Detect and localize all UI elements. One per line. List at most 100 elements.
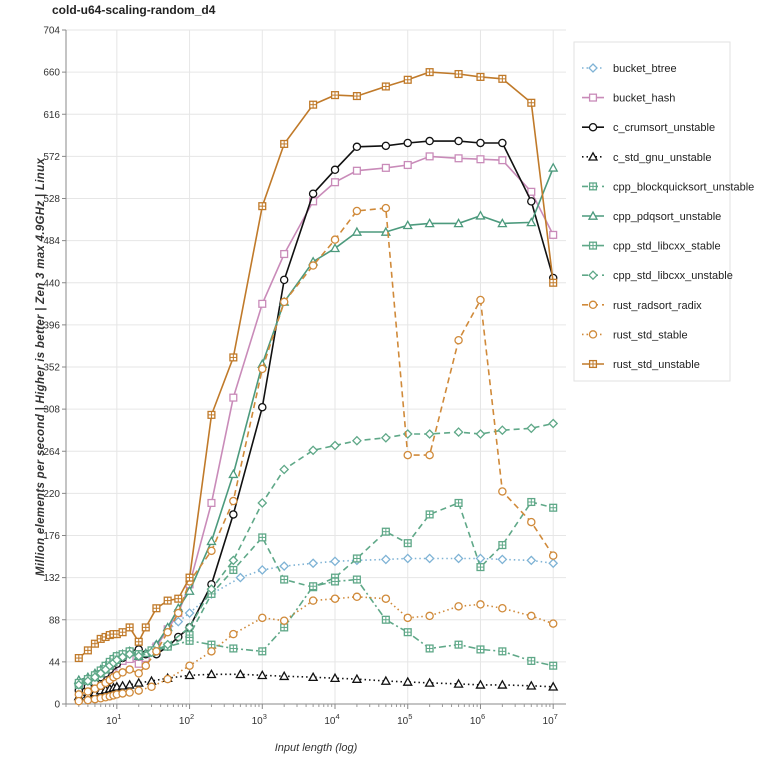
data-point-cpp_blockquicksort_unstable: [352, 554, 361, 563]
data-point-rust_std_unstable: [74, 653, 83, 663]
data-point-cpp_std_libcxx_stable: [425, 644, 434, 653]
legend-item-c_crumsort_unstable[interactable]: c_crumsort_unstable: [582, 122, 715, 134]
data-point-cpp_std_libcxx_unstable: [380, 432, 391, 443]
data-point-cpp_std_libcxx_unstable: [90, 672, 100, 683]
data-point-cpp_blockquicksort_unstable: [403, 539, 412, 548]
y-tick-label: 44: [49, 657, 61, 668]
data-point-rust_std_stable: [330, 594, 340, 603]
data-point-bucket_hash: [527, 187, 536, 196]
data-point-rust_std_unstable: [330, 91, 340, 100]
data-point-rust_std_stable: [147, 682, 156, 692]
data-point-rust_std_stable: [548, 619, 558, 628]
data-point-rust_std_stable: [229, 629, 238, 639]
data-point-cpp_blockquicksort_unstable: [229, 565, 238, 575]
y-tick-label: 176: [43, 531, 60, 542]
data-point-rust_std_stable: [74, 696, 84, 706]
data-point-c_std_gnu_unstable: [453, 678, 464, 688]
data-point-bucket_btree: [380, 554, 391, 565]
series-cpp_std_libcxx_unstable: [73, 418, 559, 690]
data-point-cpp_blockquicksort_unstable: [527, 497, 536, 507]
data-point-cpp_std_libcxx_stable: [280, 623, 289, 632]
x-tick-label: 107: [543, 712, 558, 727]
data-point-bucket_btree: [279, 561, 290, 572]
data-point-rust_radsort_radix: [498, 487, 507, 496]
data-point-bucket_hash: [258, 299, 267, 308]
legend-item-bucket_hash[interactable]: bucket_hash: [582, 93, 675, 105]
x-tick-label: 103: [252, 712, 267, 727]
data-point-rust_radsort_radix: [258, 364, 267, 374]
legend-label: cpp_std_libcxx_unstable: [613, 270, 733, 282]
legend-item-rust_std_unstable[interactable]: rust_std_unstable: [582, 359, 700, 371]
data-point-cpp_std_libcxx_unstable: [453, 427, 464, 438]
data-point-rust_std_stable: [498, 604, 507, 613]
data-point-c_std_gnu_unstable: [497, 679, 508, 689]
legend-label: cpp_std_libcxx_stable: [613, 241, 721, 253]
data-point-rust_radsort_radix: [308, 261, 318, 270]
legend[interactable]: bucket_btree bucket_hash c_crumsort_unstab…: [573, 41, 754, 382]
y-tick-label: 220: [43, 489, 60, 500]
y-tick-label: 0: [54, 700, 60, 711]
data-point-bucket_btree: [424, 553, 435, 564]
data-point-cpp_std_libcxx_stable: [352, 575, 361, 584]
data-point-bucket_hash: [425, 152, 434, 161]
series-c_std_gnu_unstable: [73, 668, 559, 701]
legend-item-bucket_btree[interactable]: bucket_btree: [582, 63, 677, 75]
legend-item-c_std_gnu_unstable[interactable]: c_std_gnu_unstable: [582, 151, 711, 164]
data-point-c_crumsort_unstable: [425, 136, 434, 146]
data-point-rust_std_unstable: [125, 623, 134, 632]
data-point-rust_radsort_radix: [330, 235, 340, 244]
series-rust_std_stable: [74, 592, 558, 706]
data-point-rust_std_unstable: [476, 72, 485, 81]
y-tick-label: 308: [43, 405, 60, 416]
data-point-cpp_blockquicksort_unstable: [425, 510, 434, 519]
data-point-bucket_btree: [548, 558, 559, 569]
legend-item-cpp_pdqsort_unstable[interactable]: cpp_pdqsort_unstable: [582, 210, 721, 223]
data-point-rust_std_stable: [185, 661, 194, 670]
data-point-bucket_btree: [402, 553, 413, 564]
data-point-cpp_blockquicksort_unstable: [549, 503, 558, 512]
data-point-rust_radsort_radix: [229, 496, 238, 506]
chart-title: cold-u64-scaling-random_d4: [52, 3, 216, 17]
data-point-rust_radsort_radix: [83, 687, 93, 696]
data-point-cpp_std_libcxx_stable: [330, 577, 340, 586]
legend-label: rust_std_stable: [613, 329, 688, 341]
data-point-rust_radsort_radix: [548, 551, 558, 560]
data-point-c_crumsort_unstable: [381, 141, 391, 151]
data-point-bucket_btree: [308, 558, 319, 569]
data-point-cpp_pdqsort_unstable: [475, 210, 486, 220]
data-point-rust_std_unstable: [152, 604, 161, 613]
legend-label: c_std_gnu_unstable: [613, 152, 711, 164]
data-point-cpp_std_libcxx_stable: [229, 644, 238, 653]
data-point-c_crumsort_unstable: [308, 189, 318, 198]
data-point-rust_std_unstable: [258, 202, 267, 211]
data-point-rust_std_stable: [476, 600, 485, 609]
legend-item-rust_radsort_radix[interactable]: rust_radsort_radix: [582, 300, 702, 312]
data-point-rust_std_stable: [258, 613, 267, 623]
legend-item-rust_std_stable[interactable]: rust_std_stable: [582, 329, 688, 341]
data-point-cpp_pdqsort_unstable: [329, 242, 341, 253]
data-point-c_crumsort_unstable: [527, 197, 536, 206]
data-point-rust_std_unstable: [134, 637, 143, 646]
data-point-cpp_std_libcxx_stable: [549, 661, 558, 670]
legend-item-cpp_blockquicksort_unstable[interactable]: cpp_blockquicksort_unstable: [582, 181, 754, 193]
legend-item-cpp_std_libcxx_stable[interactable]: cpp_std_libcxx_stable: [582, 241, 721, 253]
data-point-cpp_blockquicksort_unstable: [454, 498, 463, 507]
data-point-rust_std_unstable: [83, 646, 92, 655]
series-line-cpp_std_libcxx_stable: [78, 578, 554, 684]
y-tick-label: 396: [43, 320, 60, 331]
data-point-rust_radsort_radix: [141, 661, 151, 670]
legend-label: rust_std_unstable: [613, 359, 700, 371]
data-point-cpp_pdqsort_unstable: [184, 585, 195, 595]
legend-label: cpp_blockquicksort_unstable: [613, 181, 754, 193]
data-point-c_crumsort_unstable: [330, 165, 340, 175]
legend-item-cpp_std_libcxx_unstable[interactable]: cpp_std_libcxx_unstable: [582, 270, 733, 282]
data-point-cpp_std_libcxx_unstable: [330, 440, 340, 451]
data-point-rust_std_unstable: [352, 92, 361, 101]
data-point-cpp_std_libcxx_unstable: [497, 425, 508, 436]
data-point-rust_std_unstable: [280, 139, 289, 148]
data-point-bucket_hash: [476, 155, 485, 164]
legend-marker: [588, 241, 598, 250]
data-point-cpp_std_libcxx_stable: [476, 645, 485, 654]
data-point-cpp_std_libcxx_stable: [498, 647, 507, 656]
legend-label: rust_radsort_radix: [613, 300, 702, 312]
